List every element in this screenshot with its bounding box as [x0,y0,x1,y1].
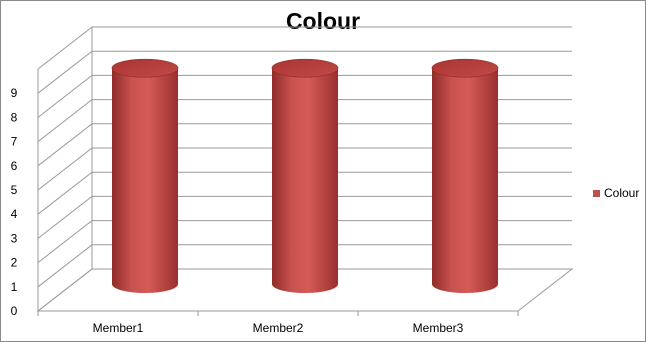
bar-cap [431,58,499,78]
y-tick-label: 5 [11,183,18,197]
legend: Colour [593,186,639,200]
y-tick-label: 7 [11,135,18,149]
bars [111,58,499,293]
bar-member3 [431,58,499,293]
y-tick-label: 8 [11,110,18,124]
gridlines [37,26,572,312]
bar-body [432,68,498,293]
axis-ticks: 0 1 2 3 4 5 6 7 8 9 Member1 Member2 Member3 [11,86,519,335]
gridline [37,123,572,167]
bar-body [112,68,178,293]
legend-label-colour: Colour [604,186,640,200]
gridline [37,268,572,312]
bar-body [272,68,338,293]
y-tick-label: 9 [11,86,18,100]
gridline [37,220,572,263]
chart-title: Colour [285,8,361,34]
bar-cap [271,58,339,78]
gridline [37,26,572,70]
gridline [37,195,572,239]
gridline [37,147,572,191]
bar-member2 [271,58,339,293]
gridline [37,74,572,118]
y-tick-label: 3 [11,231,18,245]
gridline [37,50,572,94]
y-tick-label: 6 [11,159,18,173]
bar-cap [111,58,179,78]
x-tick-label: Member1 [93,321,144,335]
y-tick-label: 2 [11,256,18,270]
y-tick-label: 4 [11,207,18,221]
gridline [37,171,572,215]
y-tick-label: 1 [11,280,18,294]
x-tick-label: Member3 [413,321,464,335]
bar-member1 [111,58,179,293]
gridline [37,99,572,142]
legend-swatch [593,189,600,197]
gridline [37,244,572,288]
x-tick-label: Member2 [253,321,304,335]
y-tick-label: 0 [11,304,18,318]
